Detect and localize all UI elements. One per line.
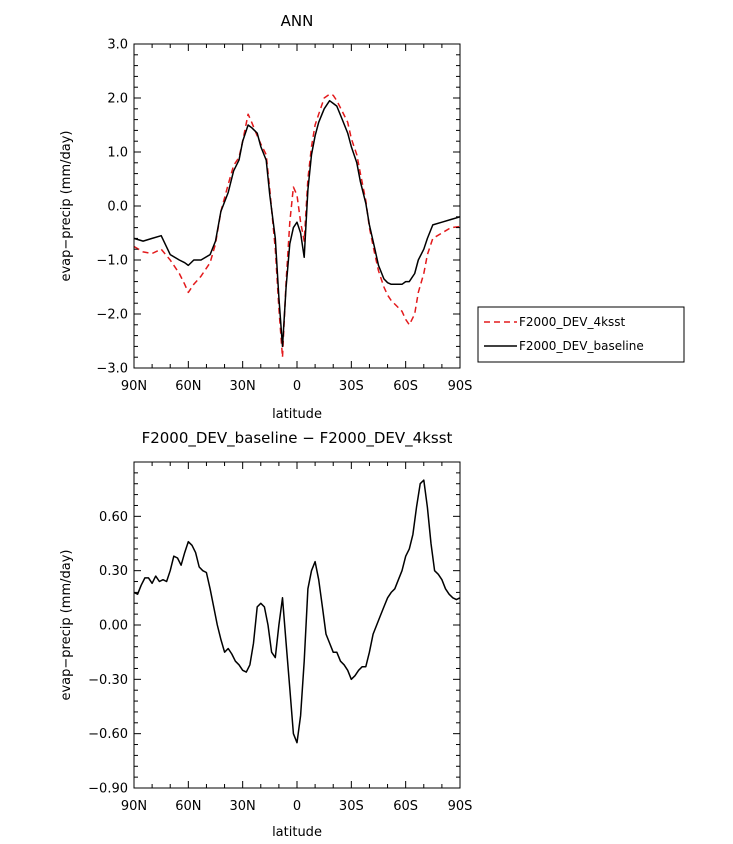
x-tick-label: 60N (175, 799, 201, 814)
x-tick-label: 30N (230, 379, 256, 394)
y-axis-label: evap−precip (mm/day) (59, 130, 74, 281)
y-tick-label: −2.0 (96, 308, 128, 323)
y-tick-label: −0.30 (88, 673, 128, 688)
legend-label-4ksst: F2000_DEV_4ksst (519, 315, 626, 329)
legend: F2000_DEV_4ksst F2000_DEV_baseline (477, 306, 685, 363)
y-tick-label: 0.60 (99, 510, 128, 525)
x-tick-label: 30S (339, 379, 364, 394)
x-axis-label: latitude (272, 407, 322, 422)
x-tick-label: 90N (121, 799, 147, 814)
x-tick-label: 90N (121, 379, 147, 394)
plot-frame (133, 43, 461, 369)
y-tick-label: 1.0 (107, 146, 128, 161)
y-tick-label: −3.0 (96, 362, 128, 377)
x-tick-label: 30N (230, 799, 256, 814)
chart-title: ANN (281, 12, 314, 30)
y-tick-label: 3.0 (107, 38, 128, 53)
chart-title: F2000_DEV_baseline − F2000_DEV_4ksst (142, 429, 453, 448)
x-tick-label: 0 (293, 379, 301, 394)
y-tick-label: 0.30 (99, 564, 128, 579)
chart-panel-bottom: F2000_DEV_baseline − F2000_DEV_4ksst 90N… (59, 429, 472, 840)
y-tick-label: −0.60 (88, 727, 128, 742)
y-tick-label: 0.0 (107, 200, 128, 215)
legend-label-baseline: F2000_DEV_baseline (519, 339, 644, 353)
x-tick-label: 30S (339, 799, 364, 814)
chart-panel-top: ANN 90N 60N 30N 0 30S 60S 90S −3.0 −2.0 −1.0 0.0 1.… (59, 12, 472, 422)
x-axis-label: latitude (272, 825, 322, 840)
y-tick-label: 2.0 (107, 92, 128, 107)
series-line-f2000-dev-4ksst (133, 93, 461, 358)
x-tick-label: 60S (393, 379, 418, 394)
y-tick-label: 0.00 (99, 619, 128, 634)
y-tick-label: −1.0 (96, 254, 128, 269)
x-tick-label: 90S (448, 799, 473, 814)
series-line-f2000-dev-baseline (133, 99, 461, 348)
series-line-difference (133, 479, 461, 744)
x-tick-label: 60S (393, 799, 418, 814)
x-tick-label: 90S (448, 379, 473, 394)
x-tick-label: 60N (175, 379, 201, 394)
y-axis-label: evap−precip (mm/day) (59, 549, 74, 700)
y-tick-label: −0.90 (88, 782, 128, 797)
x-tick-label: 0 (293, 799, 301, 814)
legend-box (477, 306, 685, 363)
